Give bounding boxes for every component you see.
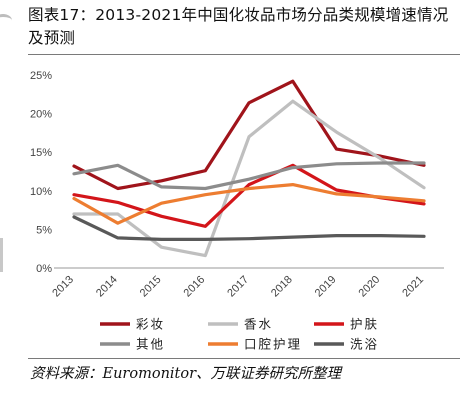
series-layer [72, 79, 426, 258]
y-tick-label: 15% [30, 147, 52, 159]
chart-title: 图表17：2013-2021年中国化妆品市场分品类规模增速情况及预测 [28, 6, 449, 47]
x-tick-label: 2019 [313, 274, 339, 300]
x-tick-label: 2014 [94, 274, 120, 300]
legend-label: 彩妆 [136, 317, 165, 332]
legend-label: 护肤 [350, 317, 379, 332]
series-line-0 [72, 79, 426, 191]
y-tick-label: 5% [36, 224, 52, 236]
legend-label: 其他 [136, 337, 165, 352]
x-tick-label: 2015 [138, 274, 164, 300]
legend-label: 香水 [244, 317, 273, 332]
series-line-1 [72, 99, 426, 258]
legend-label: 口腔护理 [244, 337, 302, 352]
x-tick-label: 2013 [50, 274, 76, 300]
x-tick-label: 2017 [225, 274, 251, 300]
series-line-3 [72, 161, 426, 191]
source-note: 资料来源：Euromonitor、万联证券研究所整理 [30, 366, 342, 382]
x-tick-label: 2021 [400, 274, 426, 300]
x-tick-label: 2018 [269, 274, 295, 300]
x-tick-label: 2020 [357, 274, 383, 300]
axis-layer: 0% 5% 10% 15% 20% 25% 2013 2014 2015 2016 2017 2018… [30, 70, 444, 299]
y-tick-label: 0% [36, 263, 52, 275]
legend-label: 洗浴 [350, 337, 379, 352]
clipped-edge-fragment [0, 238, 3, 272]
y-tick-label: 20% [30, 109, 52, 121]
clipped-logo-fragment [0, 14, 12, 27]
y-tick-label: 25% [30, 70, 52, 82]
title-divider [28, 54, 460, 55]
source-divider [28, 358, 460, 359]
series-line-5 [72, 215, 426, 241]
series-line-4 [72, 183, 426, 225]
x-tick-label: 2016 [182, 274, 208, 300]
y-tick-label: 10% [30, 186, 52, 198]
